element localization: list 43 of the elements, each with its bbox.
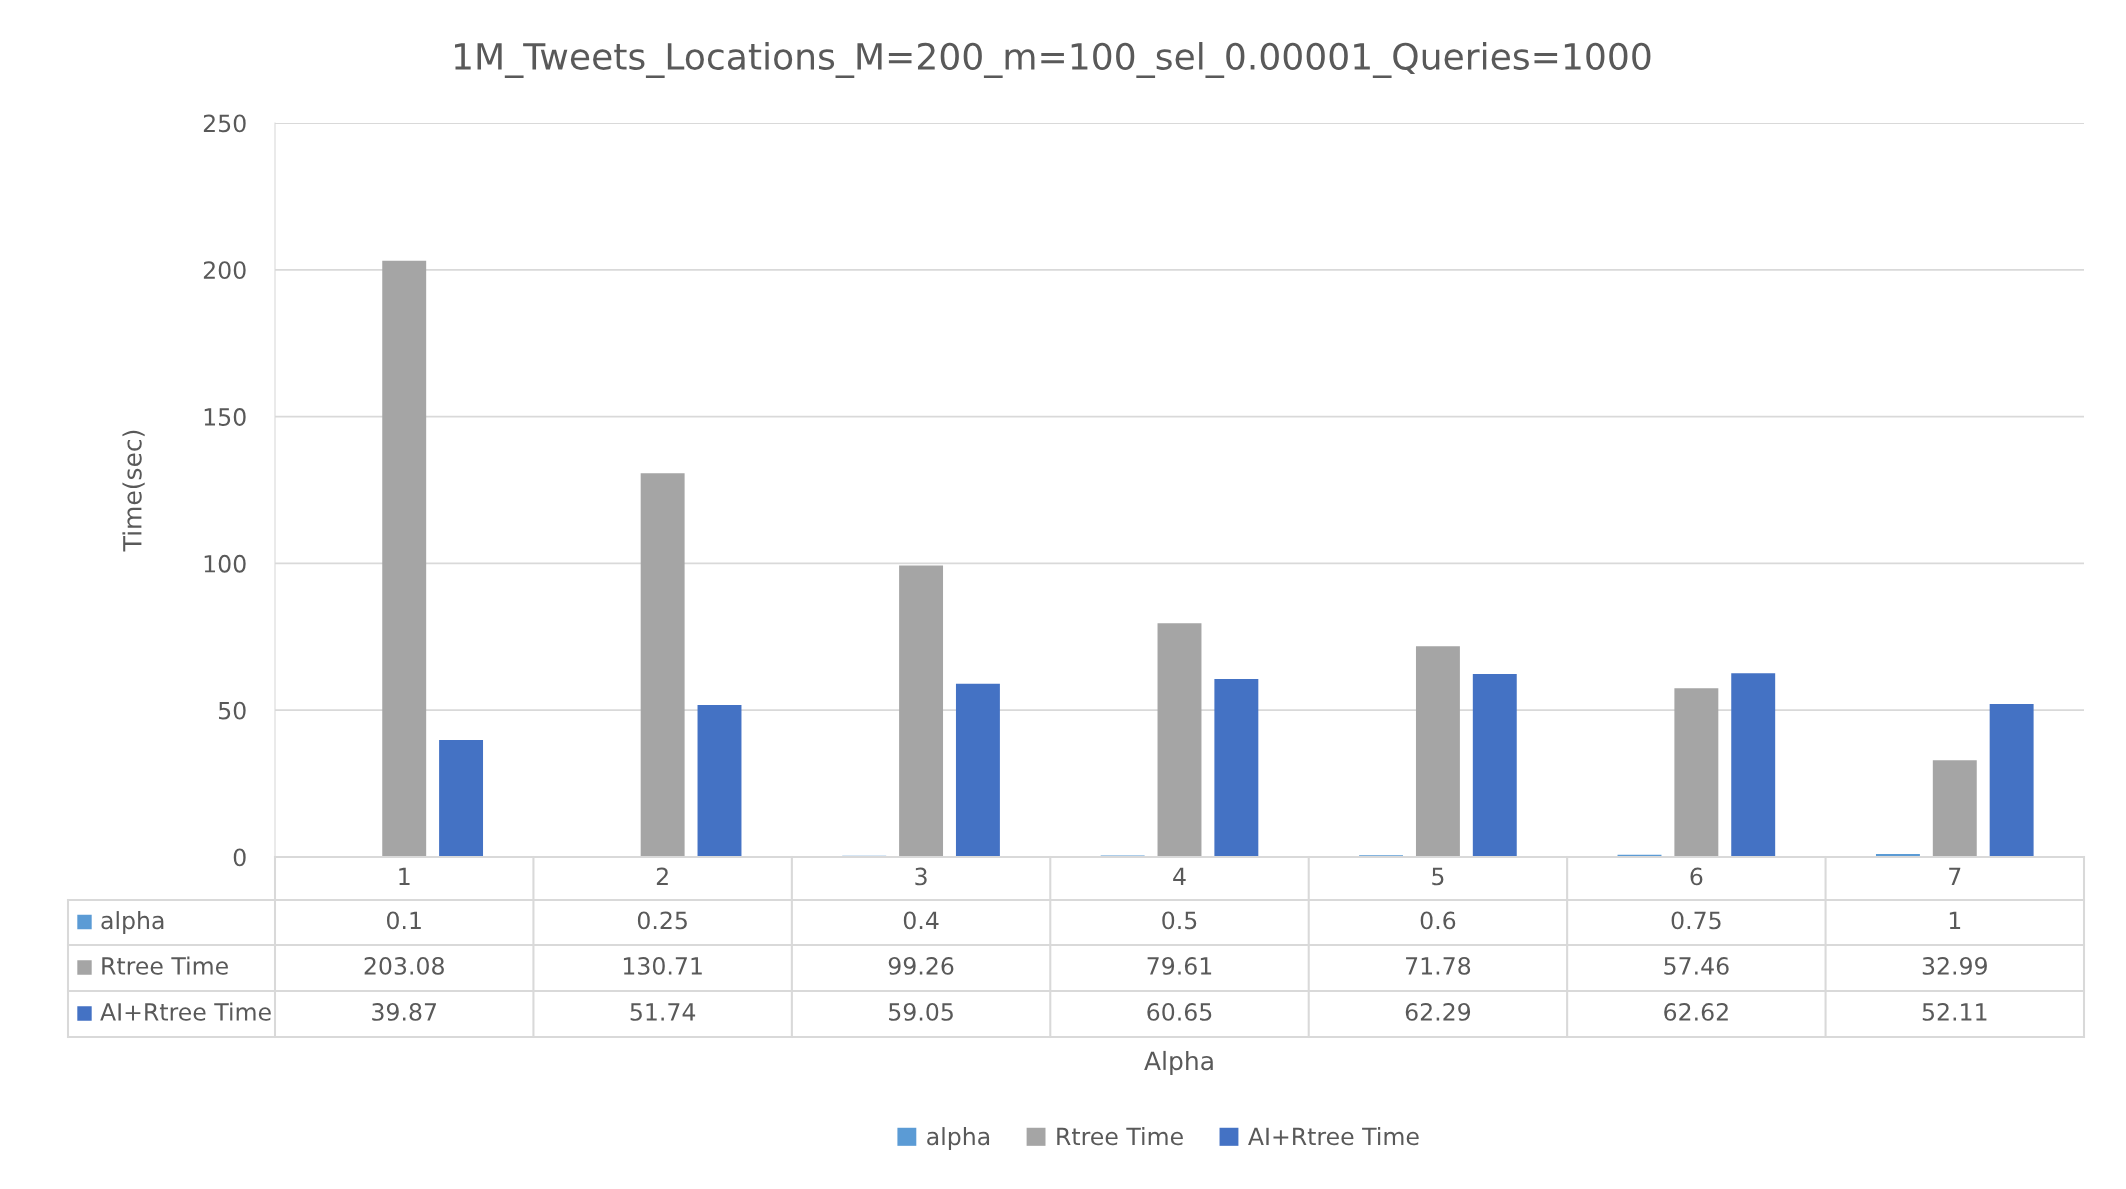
x-tick-label: 4 <box>1173 867 1186 886</box>
legend-label: AI+Rtree Time <box>100 1002 271 1021</box>
y-tick-label: 50 <box>219 701 246 720</box>
text: Alpha <box>1144 1050 1213 1076</box>
text: alpha <box>927 1127 990 1150</box>
data-label: 59.05 <box>889 1002 953 1021</box>
data-label: 62.62 <box>1664 1002 1728 1021</box>
y-axis-title: Time(sec) <box>122 430 145 552</box>
x-tick-label: 5 <box>1432 867 1444 886</box>
text: Rtree Time <box>1057 1127 1183 1146</box>
data-label: 130.71 <box>623 956 702 975</box>
x-tick-label: 1 <box>399 867 410 886</box>
text: AI+Rtree Time <box>1248 1127 1419 1146</box>
data-label: 39.87 <box>372 1002 436 1021</box>
data-label: 1 <box>1949 911 1961 930</box>
data-label: 52.11 <box>1922 1002 1987 1021</box>
data-label: 60.65 <box>1147 1002 1212 1021</box>
y-tick-label: 250 <box>203 114 246 133</box>
data-label: 99.26 <box>888 956 954 975</box>
data-label: 71.78 <box>1406 956 1471 975</box>
legend-label: alpha <box>101 911 164 934</box>
x-tick-label: 6 <box>1690 867 1703 886</box>
chart-title: 1M_Tweets_Locations_M=200_m=100_sel_0.00001_Queries=1000 <box>455 42 1651 78</box>
y-tick-label: 100 <box>204 554 246 573</box>
data-label: 0.75 <box>1671 911 1721 930</box>
data-label: 0.4 <box>903 911 939 930</box>
x-tick-label: 3 <box>915 867 927 886</box>
data-label: 51.74 <box>630 1003 696 1021</box>
data-label: 62.29 <box>1405 1002 1471 1021</box>
x-tick-label: 7 <box>1949 867 1961 886</box>
data-label: 79.61 <box>1147 956 1212 975</box>
data-label: 0.25 <box>637 911 687 930</box>
data-label: 203.08 <box>364 956 444 975</box>
y-tick-label: 200 <box>203 261 246 280</box>
x-tick-label: 2 <box>656 867 668 886</box>
data-label: 57.46 <box>1664 956 1729 975</box>
legend-label: Rtree Time <box>102 956 228 975</box>
data-label: 0.1 <box>387 911 421 930</box>
data-label: 32.99 <box>1922 956 1987 975</box>
data-label: 0.6 <box>1420 911 1456 930</box>
data-label: 0.5 <box>1162 911 1197 930</box>
y-tick-label: 150 <box>204 408 246 426</box>
y-tick-label: 0 <box>233 848 246 867</box>
